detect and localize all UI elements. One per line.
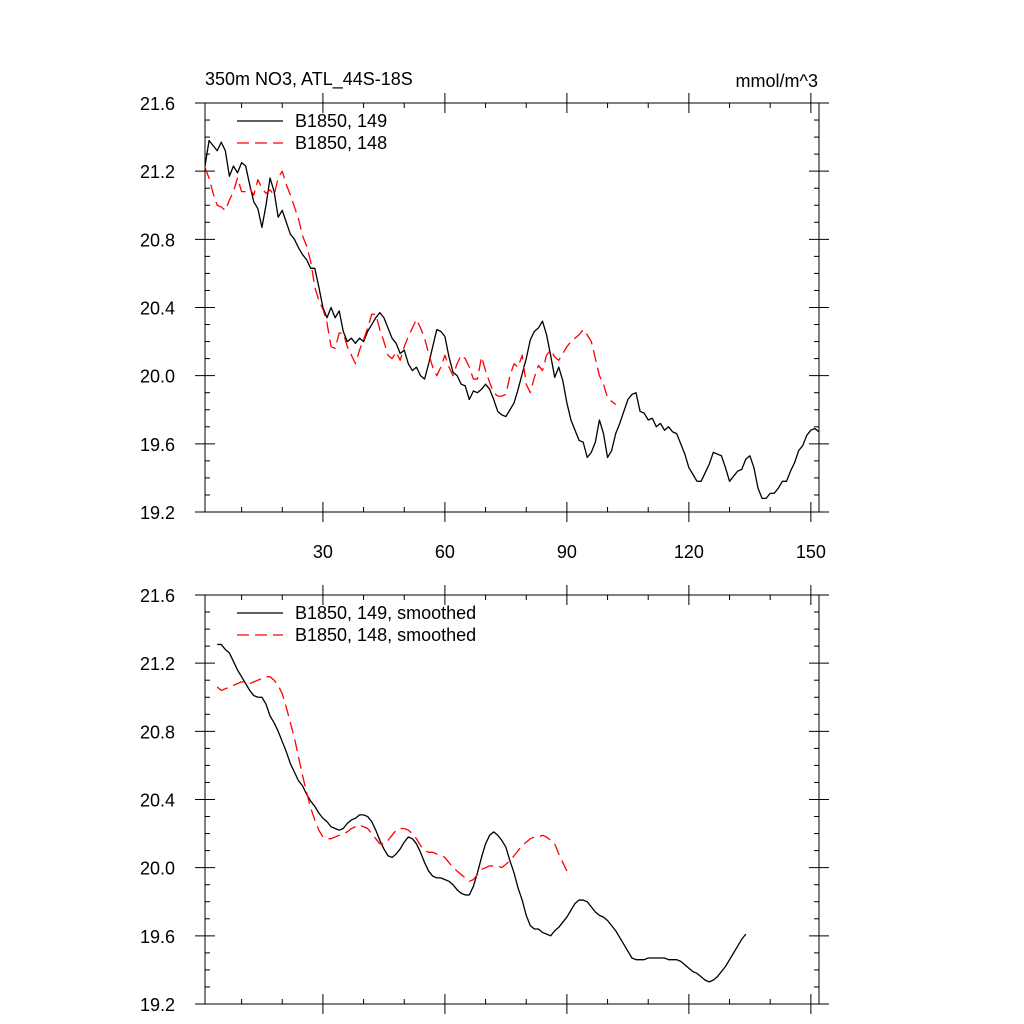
x-tick-label: 60 (435, 542, 455, 562)
y-tick-label: 20.4 (140, 791, 175, 811)
y-tick-label: 21.6 (140, 586, 175, 606)
x-tick-label: 120 (674, 542, 704, 562)
y-tick-label: 19.2 (140, 503, 175, 523)
plot-frame (204, 102, 820, 513)
series-line-0 (217, 643, 747, 983)
x-tick-label: 90 (557, 542, 577, 562)
legend-label-0: B1850, 149 (295, 111, 387, 131)
y-tick-label: 21.2 (140, 654, 175, 674)
y-tick-label: 19.2 (140, 995, 175, 1015)
series-line-1 (204, 167, 617, 406)
y-tick-label: 21.6 (140, 94, 175, 114)
y-tick-label: 20.8 (140, 230, 175, 250)
series-lines (204, 139, 820, 500)
units-label: mmol/m^3 (736, 71, 818, 91)
y-tick-label: 20.4 (140, 299, 175, 319)
y-tick-label: 19.6 (140, 927, 175, 947)
chart-title: 350m NO3, ATL_44S-18S (205, 69, 413, 90)
top-panel: 350m NO3, ATL_44S-18S mmol/m^3 19.2 19.6 2… (140, 69, 829, 562)
series-lines (216, 643, 747, 983)
series-line-0 (204, 139, 820, 500)
plot-frame (204, 594, 820, 1005)
axis-ticks: 19.2 19.6 20.0 20.4 20.8 21.2 21.6 30 60 90 120 150 (140, 93, 829, 562)
y-tick-label: 19.6 (140, 435, 175, 455)
legend-label-1: B1850, 148 (295, 133, 387, 153)
x-tick-label: 30 (313, 542, 333, 562)
y-tick-label: 21.2 (140, 162, 175, 182)
y-tick-label: 20.0 (140, 859, 175, 879)
y-tick-label: 20.8 (140, 722, 175, 742)
bottom-panel: 19.2 19.6 20.0 20.4 20.8 21.2 21.6 B1850, 149,… (140, 585, 829, 1015)
series-line-1 (216, 676, 568, 882)
x-tick-label: 150 (796, 542, 826, 562)
legend-label-0: B1850, 149, smoothed (295, 603, 476, 623)
legend-label-1: B1850, 148, smoothed (295, 625, 476, 645)
y-tick-label: 20.0 (140, 367, 175, 387)
